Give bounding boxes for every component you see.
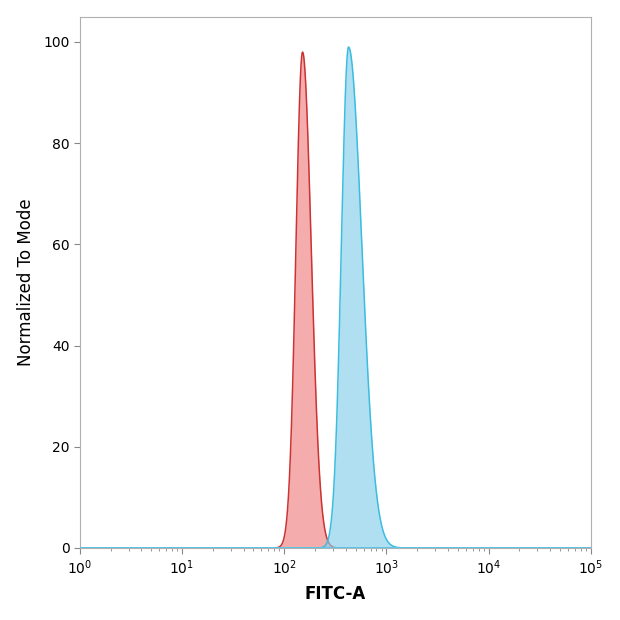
X-axis label: FITC-A: FITC-A bbox=[304, 585, 366, 603]
Y-axis label: Normalized To Mode: Normalized To Mode bbox=[17, 198, 35, 366]
